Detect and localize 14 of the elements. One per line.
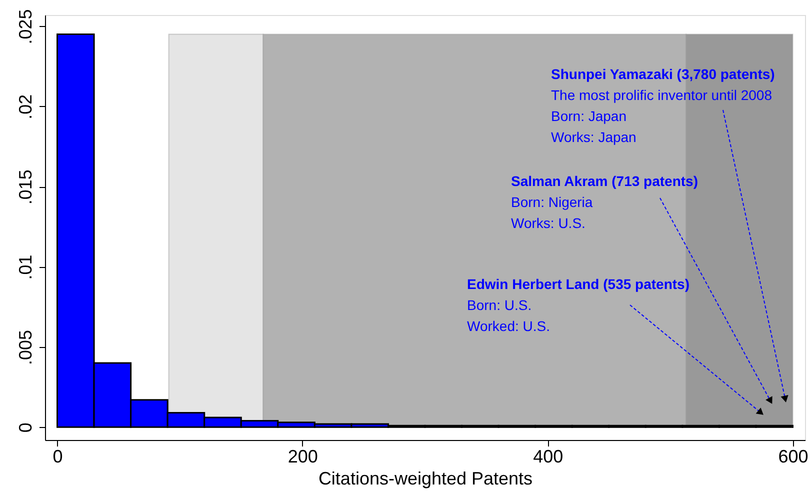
- x-tick-label: 0: [52, 446, 63, 466]
- x-tick-label: 600: [778, 446, 808, 466]
- x-tick-label: 400: [533, 446, 564, 466]
- y-tick-label: .015: [16, 170, 36, 205]
- y-tick-label: .005: [16, 330, 36, 366]
- annotation: Edwin Herbert Land (535 patents) Born: U.S. Worked: U.S.: [467, 276, 690, 334]
- y-tick-label: .02: [16, 94, 36, 120]
- x-tick-label: 200: [288, 446, 318, 466]
- y-tick-label: 0: [16, 422, 36, 433]
- annotation: Shunpei Yamazaki (3,780 patents) The most prolific inventor until 2008 Born: Japan Works: Japan: [551, 66, 775, 145]
- y-tick-label: .025: [16, 9, 36, 44]
- x-axis-title: Citations-weighted Patents: [318, 468, 533, 488]
- y-tick-label: .01: [16, 254, 36, 280]
- annotation: Salman Akram (713 patents) Born: Nigeria Works: U.S.: [511, 173, 698, 231]
